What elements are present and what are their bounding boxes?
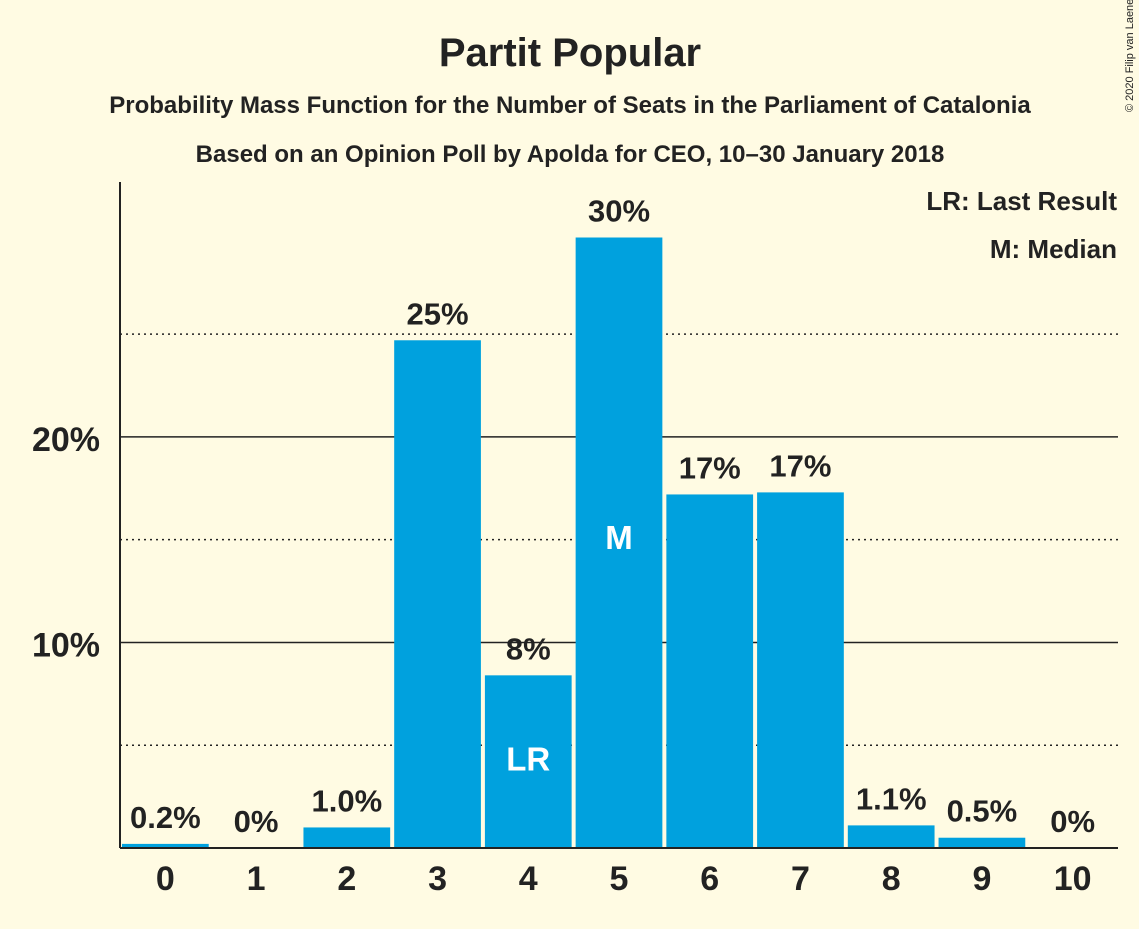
bar-value-label: 0%	[1050, 804, 1095, 839]
bar	[122, 843, 209, 848]
x-tick-label: 6	[700, 860, 719, 898]
label-layer: 0.2% 0% 1.0% 25% 8% 30% 17% 17% 1.1% 0.5% 0% LR M	[130, 194, 1095, 840]
chart-title: Partit Popular	[439, 31, 701, 75]
x-tick-label: 4	[519, 860, 538, 898]
axis-layer: 10% 20% 0 1 2 3 4 5 6 7 8 9 10	[32, 182, 1118, 898]
x-tick-label: 9	[972, 860, 991, 898]
bar	[666, 494, 754, 848]
bar-value-label: 8%	[506, 631, 551, 666]
bar-value-label: 17%	[769, 448, 831, 483]
bar-layer	[122, 237, 1026, 848]
bar-value-label: 1.1%	[856, 781, 927, 816]
x-tick-label: 1	[247, 860, 266, 898]
chart-subtitle-2: Based on an Opinion Poll by Apolda for C…	[196, 141, 945, 168]
bar	[394, 340, 481, 848]
legend: LR: Last Result M: Median	[926, 186, 1117, 264]
bar-value-label: 17%	[679, 450, 741, 485]
x-tick-label: 7	[791, 860, 810, 898]
bar-value-label: 0.2%	[130, 800, 201, 835]
bar	[303, 827, 391, 848]
x-tick-label: 3	[428, 860, 447, 898]
bar-value-label: 25%	[407, 296, 469, 331]
bar-value-label: 0.5%	[947, 794, 1018, 829]
bar-marker-label: M	[605, 519, 633, 556]
bar-value-label: 30%	[588, 194, 650, 229]
bar-marker-label: LR	[506, 740, 550, 777]
y-tick-label: 10%	[32, 626, 100, 664]
x-tick-label: 5	[610, 860, 629, 898]
x-tick-label: 0	[156, 860, 175, 898]
bar-value-label: 0%	[234, 804, 279, 839]
bar	[757, 492, 844, 848]
x-tick-label: 10	[1054, 860, 1092, 898]
y-tick-label: 20%	[32, 421, 100, 459]
x-tick-label: 8	[882, 860, 901, 898]
copyright-text: © 2020 Filip van Laenen	[1124, 0, 1136, 112]
legend-entry: LR: Last Result	[926, 186, 1117, 216]
bar-value-label: 1.0%	[311, 783, 382, 818]
bar	[847, 825, 935, 848]
bar	[575, 237, 663, 848]
x-tick-label: 2	[337, 860, 356, 898]
legend-entry: M: Median	[990, 234, 1117, 264]
bar	[938, 837, 1026, 848]
chart-subtitle: Probability Mass Function for the Number…	[109, 92, 1031, 119]
bar	[484, 675, 572, 848]
